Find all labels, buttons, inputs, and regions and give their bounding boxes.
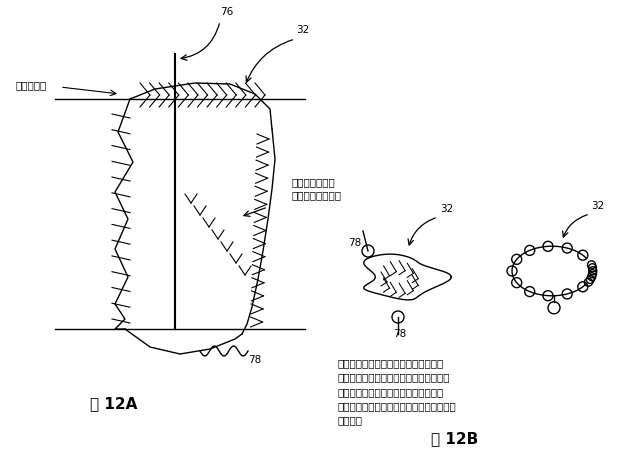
Text: 32: 32 xyxy=(591,201,604,211)
Text: 78: 78 xyxy=(393,328,406,338)
Text: 32: 32 xyxy=(440,203,453,213)
Text: 図 12B: 図 12B xyxy=(431,430,479,445)
Text: 引張力による離脱: 引張力による離脱 xyxy=(292,189,342,199)
Text: 78: 78 xyxy=(348,238,361,248)
Text: 32: 32 xyxy=(296,25,309,35)
Text: 端部の戻り移動: 端部の戻り移動 xyxy=(292,177,336,187)
Text: 78: 78 xyxy=(248,354,261,364)
Text: 図 12A: 図 12A xyxy=(90,395,138,410)
Text: 閉螺旋状縫合により装着した定着用の
縫合糸に引張力が作用している状況下に
おいて、縫合糸の端部の戻り移動及び
中寄り移動を阻止し、縫合糸の中心位置を
維持する: 閉螺旋状縫合により装着した定着用の 縫合糸に引張力が作用している状況下に おいて… xyxy=(338,357,457,425)
Text: 中寄り移動: 中寄り移動 xyxy=(15,80,46,90)
Text: 76: 76 xyxy=(220,7,233,17)
